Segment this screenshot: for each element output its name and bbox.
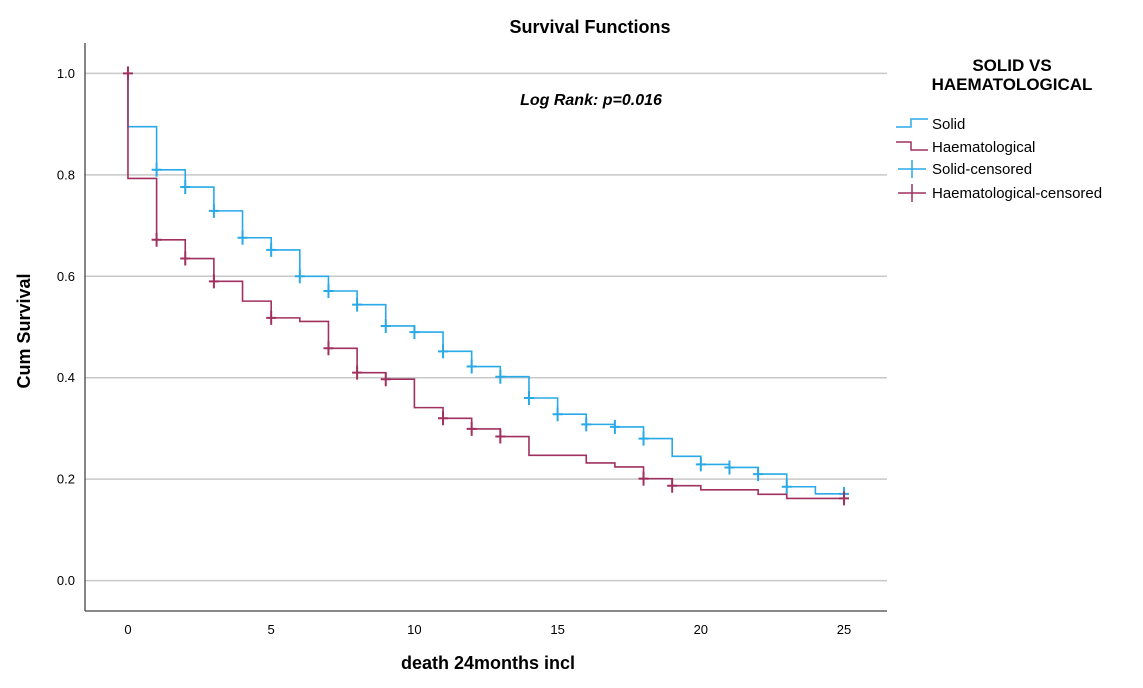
legend-title-line: SOLID VS: [972, 56, 1051, 75]
y-tick-label: 1.0: [57, 66, 75, 81]
solid-censor-mark: [409, 325, 420, 340]
haematological-survival-line: [127, 73, 845, 500]
haematological-censor-mark: [438, 411, 449, 426]
solid-censor-mark: [781, 479, 792, 494]
plot-area: 0.0 0.2 0.4 0.6 0.8 1.0 0 5 10 15 20 25: [57, 43, 887, 637]
solid-censor-mark: [208, 203, 219, 218]
solid-censor-mark: [724, 460, 735, 475]
solid-censor-mark: [609, 419, 620, 434]
x-tick-label: 15: [550, 622, 564, 637]
haematological-censor-mark: [266, 310, 277, 325]
haematological-censor-mark: [151, 232, 162, 247]
chart-title: Survival Functions: [509, 17, 670, 37]
legend-swatch-censored: [898, 184, 926, 202]
legend-swatch-haematological: [896, 141, 928, 151]
solid-survival-line: [127, 73, 845, 495]
solid-censor-mark: [638, 431, 649, 446]
solid-censor-mark: [523, 391, 534, 405]
haematological-censor-mark: [180, 251, 191, 266]
y-tick-label: 0.2: [57, 472, 75, 487]
haematological-censor-mark: [839, 491, 850, 506]
legend-title-line: HAEMATOLOGICAL: [932, 75, 1093, 94]
legend-swatch-solid: [896, 118, 928, 128]
haematological-censor-mark: [667, 478, 678, 493]
solid-censor-mark: [323, 283, 334, 298]
solid-censor-mark: [294, 269, 305, 284]
solid-censor-mark: [380, 318, 391, 333]
legend-label: Solid: [932, 116, 965, 133]
x-tick-label: 0: [124, 622, 131, 637]
haematological-censor-mark: [208, 274, 219, 289]
y-tick-label: 0.0: [57, 573, 75, 588]
haematological-censor-mark: [323, 341, 334, 356]
x-tick-label: 25: [837, 622, 851, 637]
haematological-censor-mark: [352, 365, 363, 380]
log-rank-annotation: Log Rank: p=0.016: [520, 92, 662, 109]
x-tick-label: 5: [268, 622, 275, 637]
solid-censor-mark: [581, 417, 592, 432]
solid-censor-mark: [352, 297, 363, 312]
solid-censor-mark: [180, 180, 191, 195]
haematological-censor-mark: [466, 421, 477, 436]
solid-censor-mark: [753, 467, 764, 482]
haematological-censor-mark: [122, 66, 133, 81]
solid-censor-mark: [237, 230, 248, 245]
y-axis-title: Cum Survival: [14, 273, 34, 388]
legend-label: Solid-censored: [932, 161, 1032, 178]
solid-censor-mark: [151, 162, 162, 177]
solid-censor-mark: [466, 359, 477, 374]
solid-censor-mark: [266, 242, 277, 257]
solid-censor-mark: [552, 407, 563, 422]
haematological-censor-mark: [495, 429, 506, 444]
legend-swatch-censored: [898, 160, 926, 178]
solid-censor-mark: [438, 344, 449, 359]
legend-label: Haematological-censored: [932, 185, 1102, 202]
x-tick-label: 20: [694, 622, 708, 637]
y-tick-label: 0.4: [57, 370, 75, 385]
solid-censor-mark: [495, 369, 506, 384]
x-axis-title: death 24months incl: [401, 653, 575, 673]
legend-label: Haematological: [932, 139, 1035, 156]
y-tick-label: 0.6: [57, 269, 75, 284]
solid-censor-mark: [695, 457, 706, 472]
haematological-censor-mark: [380, 372, 391, 387]
x-tick-label: 10: [407, 622, 421, 637]
y-tick-label: 0.8: [57, 167, 75, 182]
haematological-censor-mark: [638, 471, 649, 486]
